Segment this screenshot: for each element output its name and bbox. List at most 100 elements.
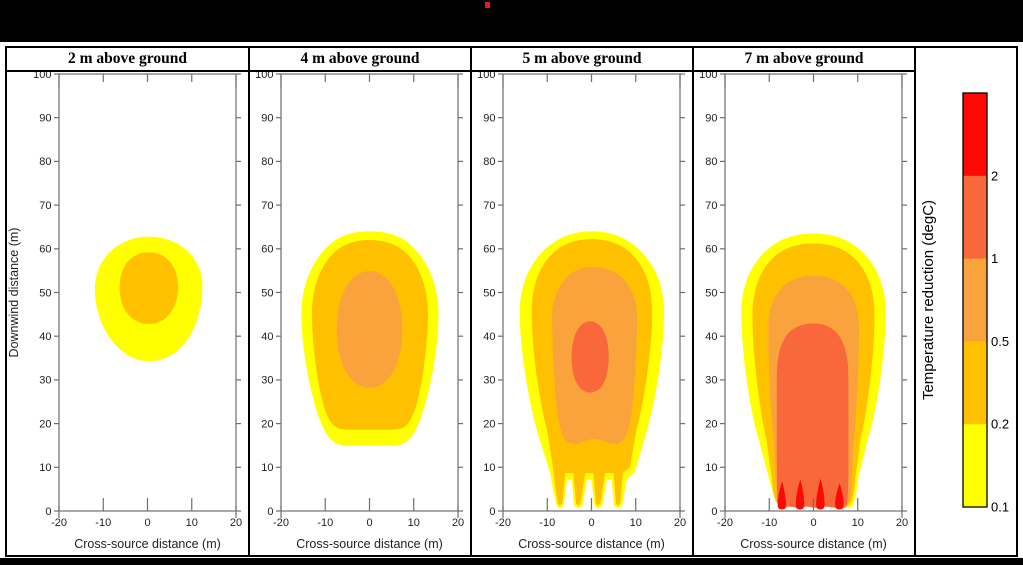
- y-tick-label: 0: [711, 506, 717, 518]
- colorbar-tick-label: 0.5: [991, 334, 1009, 349]
- y-tick-label: 30: [705, 375, 717, 387]
- colorbar-title: Temperature reduction (degC): [920, 200, 937, 400]
- panel-2m: 2 m above ground 0 10 20 30 40 50 60 70 80 90 100-…: [7, 48, 250, 555]
- y-tick-label: 40: [483, 331, 495, 343]
- y-tick-label: 60: [705, 244, 717, 256]
- y-tick-label: 70: [483, 200, 495, 212]
- contour-group: [519, 231, 665, 509]
- panel-title-4m: 4 m above ground: [250, 48, 470, 72]
- x-tick-label: 0: [144, 517, 150, 529]
- contour-plot-5m: 0 10 20 30 40 50 60 70 80 90 100 -20 -10 0 10 20 Cross-s…: [477, 72, 686, 551]
- y-tick-label: 70: [261, 200, 273, 212]
- y-tick-label: 10: [261, 462, 273, 474]
- colorbar-segment: [963, 341, 987, 425]
- x-tick-label: -20: [495, 517, 511, 529]
- y-tick-label: 50: [261, 287, 273, 299]
- y-tick-label: 50: [483, 287, 495, 299]
- contour-group: [94, 236, 203, 362]
- contour-plot-4m: 0 10 20 30 40 50 60 70 80 90 100 -20 -10 0 10 20 Cross-s…: [255, 72, 464, 551]
- x-tick-label: 20: [230, 517, 242, 529]
- y-tick-label: 30: [261, 375, 273, 387]
- panel-4m: 4 m above ground 0 10 20 30 40 50 60 70 80 90 100-…: [250, 48, 472, 555]
- contour-region-level-2: [777, 478, 844, 510]
- panel-5m: 5 m above ground 0 10 20 30 40 50 60 70 80 90 100-…: [472, 48, 694, 555]
- y-tick-label: 100: [255, 72, 273, 81]
- x-tick-label: 20: [896, 517, 908, 529]
- y-tick-label: 70: [705, 200, 717, 212]
- x-tick-label: 20: [674, 517, 686, 529]
- contour-group: [301, 231, 439, 446]
- y-tick-label: 80: [705, 156, 717, 168]
- contour-region-level-0.2: [119, 252, 179, 324]
- x-tick-label: -10: [761, 517, 777, 529]
- y-tick-label: 50: [39, 287, 51, 299]
- contour-region-level-1: [571, 321, 609, 393]
- y-tick-label: 60: [261, 244, 273, 256]
- y-axis-title: Downwind distance (m): [7, 228, 21, 358]
- colorbar-tick-label: 2: [991, 168, 998, 183]
- x-tick-label: 10: [408, 517, 420, 529]
- panel-title-7m: 7 m above ground: [694, 48, 914, 72]
- y-tick-label: 40: [705, 331, 717, 343]
- x-tick-label: 0: [366, 517, 372, 529]
- y-tick-label: 10: [39, 462, 51, 474]
- y-tick-label: 20: [705, 418, 717, 430]
- colorbar-segment: [963, 93, 987, 177]
- top-banner: [0, 0, 1023, 42]
- colorbar-segment: [963, 258, 987, 342]
- y-tick-label: 80: [483, 156, 495, 168]
- panel-title-5m: 5 m above ground: [472, 48, 692, 72]
- y-tick-label: 10: [705, 462, 717, 474]
- contour-plot-2m: 0 10 20 30 40 50 60 70 80 90 100 -20 -10 0 10 20 Cross-s…: [7, 72, 242, 551]
- x-tick-label: 0: [588, 517, 594, 529]
- y-tick-label: 60: [483, 244, 495, 256]
- colorbar-segment: [963, 175, 987, 260]
- y-tick-label: 30: [483, 375, 495, 387]
- y-tick-label: 20: [261, 418, 273, 430]
- y-tick-label: 40: [261, 331, 273, 343]
- x-axis-title: Cross-source distance (m): [740, 537, 887, 551]
- y-tick-label: 90: [705, 113, 717, 125]
- x-tick-label: 0: [810, 517, 816, 529]
- x-tick-label: 20: [452, 517, 464, 529]
- y-tick-label: 0: [45, 506, 51, 518]
- y-tick-label: 80: [39, 156, 51, 168]
- x-axis-title: Cross-source distance (m): [74, 537, 221, 551]
- colorbar: 2 1 0.5 0.2 0.1 Temperature reduction (degC): [920, 92, 1009, 515]
- x-axis-title: Cross-source distance (m): [518, 537, 665, 551]
- y-tick-label: 10: [483, 462, 495, 474]
- y-tick-label: 20: [483, 418, 495, 430]
- y-tick-label: 90: [261, 113, 273, 125]
- contour-plot-7m: 0 10 20 30 40 50 60 70 80 90 100 -20 -10 0 10 20 Cross-s…: [699, 72, 908, 551]
- x-tick-label: -20: [273, 517, 289, 529]
- x-tick-label: -20: [717, 517, 733, 529]
- x-tick-label: 10: [630, 517, 642, 529]
- colorbar-tick-label: 0.1: [991, 500, 1009, 515]
- y-tick-label: 70: [39, 200, 51, 212]
- y-tick-label: 100: [477, 72, 495, 81]
- colorbar-segment: [963, 424, 987, 508]
- y-tick-label: 20: [39, 418, 51, 430]
- x-tick-label: -20: [51, 517, 67, 529]
- y-tick-label: 30: [39, 375, 51, 387]
- contour-region-level-1: [776, 323, 849, 508]
- x-tick-label: 10: [186, 517, 198, 529]
- cropped-title-fragment: [485, 2, 490, 8]
- contour-group: [741, 233, 886, 510]
- x-tick-label: -10: [95, 517, 111, 529]
- y-tick-label: 40: [39, 331, 51, 343]
- y-tick-label: 80: [261, 156, 273, 168]
- colorbar-outline: [962, 92, 988, 508]
- colorbar-tick-label: 1: [991, 251, 998, 266]
- x-tick-label: -10: [539, 517, 555, 529]
- panel-title-2m: 2 m above ground: [7, 48, 248, 72]
- y-tick-label: 0: [267, 506, 273, 518]
- y-tick-label: 100: [699, 72, 717, 81]
- y-tick-label: 60: [39, 244, 51, 256]
- y-tick-label: 50: [705, 287, 717, 299]
- contour-region-level-0.5: [336, 271, 403, 388]
- x-tick-label: 10: [852, 517, 864, 529]
- x-axis-title: Cross-source distance (m): [296, 537, 443, 551]
- y-tick-label: 90: [39, 113, 51, 125]
- x-tick-label: -10: [317, 517, 333, 529]
